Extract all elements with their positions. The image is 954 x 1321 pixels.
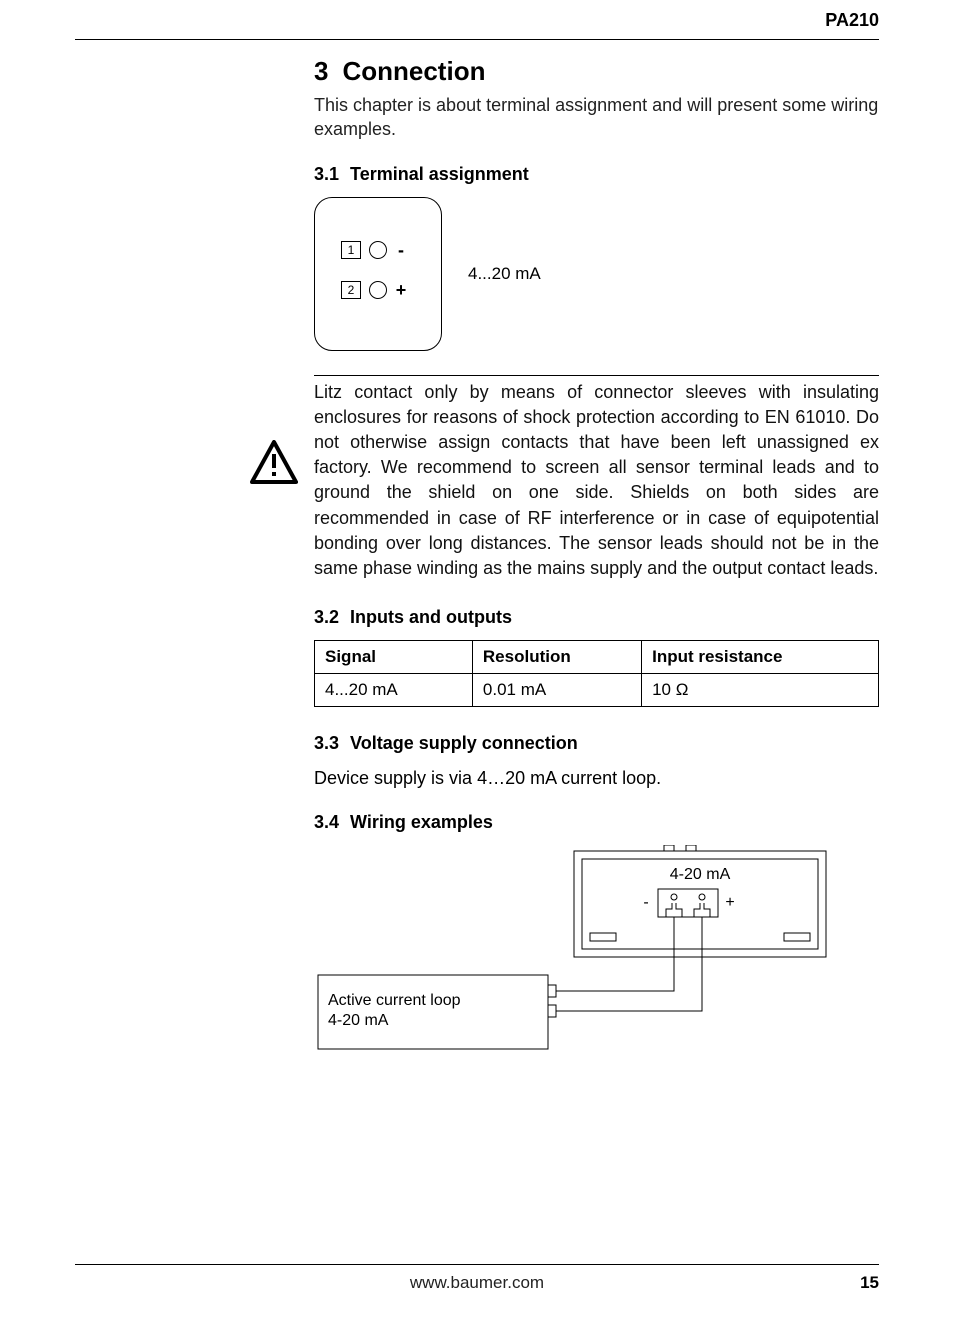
supply-text: Device supply is via 4…20 mA current loo… [314,766,879,790]
table-cell: 4...20 mA [315,674,473,707]
terminal-diagram: 1 - 2 + 4...20 mA [314,197,879,351]
terminal-circle-icon [369,241,387,259]
subsection-title: Voltage supply connection [350,733,578,753]
table-header: Signal [315,641,473,674]
subsection-terminal: 3.1 Terminal assignment [314,164,879,185]
terminal-sign: - [395,240,407,261]
section-title: 3 Connection [314,56,879,87]
subsection-io: 3.2 Inputs and outputs [314,607,879,628]
page-header: PA210 [75,10,879,40]
section-title-text: Connection [342,56,485,86]
source-label-1: Active current loop [328,992,461,1009]
doc-id: PA210 [825,10,879,30]
warning-block: Litz contact only by means of connector … [314,375,879,582]
table-cell: 0.01 mA [472,674,641,707]
subsection-wiring: 3.4 Wiring examples [314,812,879,833]
footer-page-number: 15 [860,1273,879,1293]
table-header: Resolution [472,641,641,674]
section-number: 3 [314,56,328,86]
terminal-circle-icon [369,281,387,299]
warning-icon [250,440,298,484]
table-header-row: Signal Resolution Input resistance [315,641,879,674]
subsection-title: Wiring examples [350,812,493,832]
content-column: 3 Connection This chapter is about termin… [314,56,879,1055]
minus-label: - [643,894,648,911]
terminal-number: 1 [341,241,361,259]
table-row: 4...20 mA 0.01 mA 10 Ω [315,674,879,707]
terminal-sign: + [395,280,407,301]
subsection-number: 3.3 [314,733,339,753]
terminal-number: 2 [341,281,361,299]
subsection-number: 3.2 [314,607,339,627]
io-table: Signal Resolution Input resistance 4...2… [314,640,879,707]
table-cell: 10 Ω [642,674,879,707]
subsection-number: 3.1 [314,164,339,184]
subsection-title: Inputs and outputs [350,607,512,627]
source-label-2: 4-20 mA [328,1012,389,1029]
section-intro: This chapter is about terminal assignmen… [314,93,879,142]
subsection-title: Terminal assignment [350,164,529,184]
terminal-row-1: 1 - [341,240,407,261]
subsection-supply: 3.3 Voltage supply connection [314,733,879,754]
subsection-number: 3.4 [314,812,339,832]
table-header: Input resistance [642,641,879,674]
device-label: 4-20 mA [670,866,731,883]
terminal-row-2: 2 + [341,280,407,301]
terminal-box: 1 - 2 + [314,197,442,351]
footer-rule [75,1264,879,1265]
footer-url: www.baumer.com [0,1273,954,1293]
plus-label: + [725,894,734,911]
warning-text: Litz contact only by means of connector … [314,380,879,582]
terminal-caption: 4...20 mA [468,264,541,284]
wiring-diagram: 4-20 mA - + Active current loop 4-20 mA [314,845,834,1055]
